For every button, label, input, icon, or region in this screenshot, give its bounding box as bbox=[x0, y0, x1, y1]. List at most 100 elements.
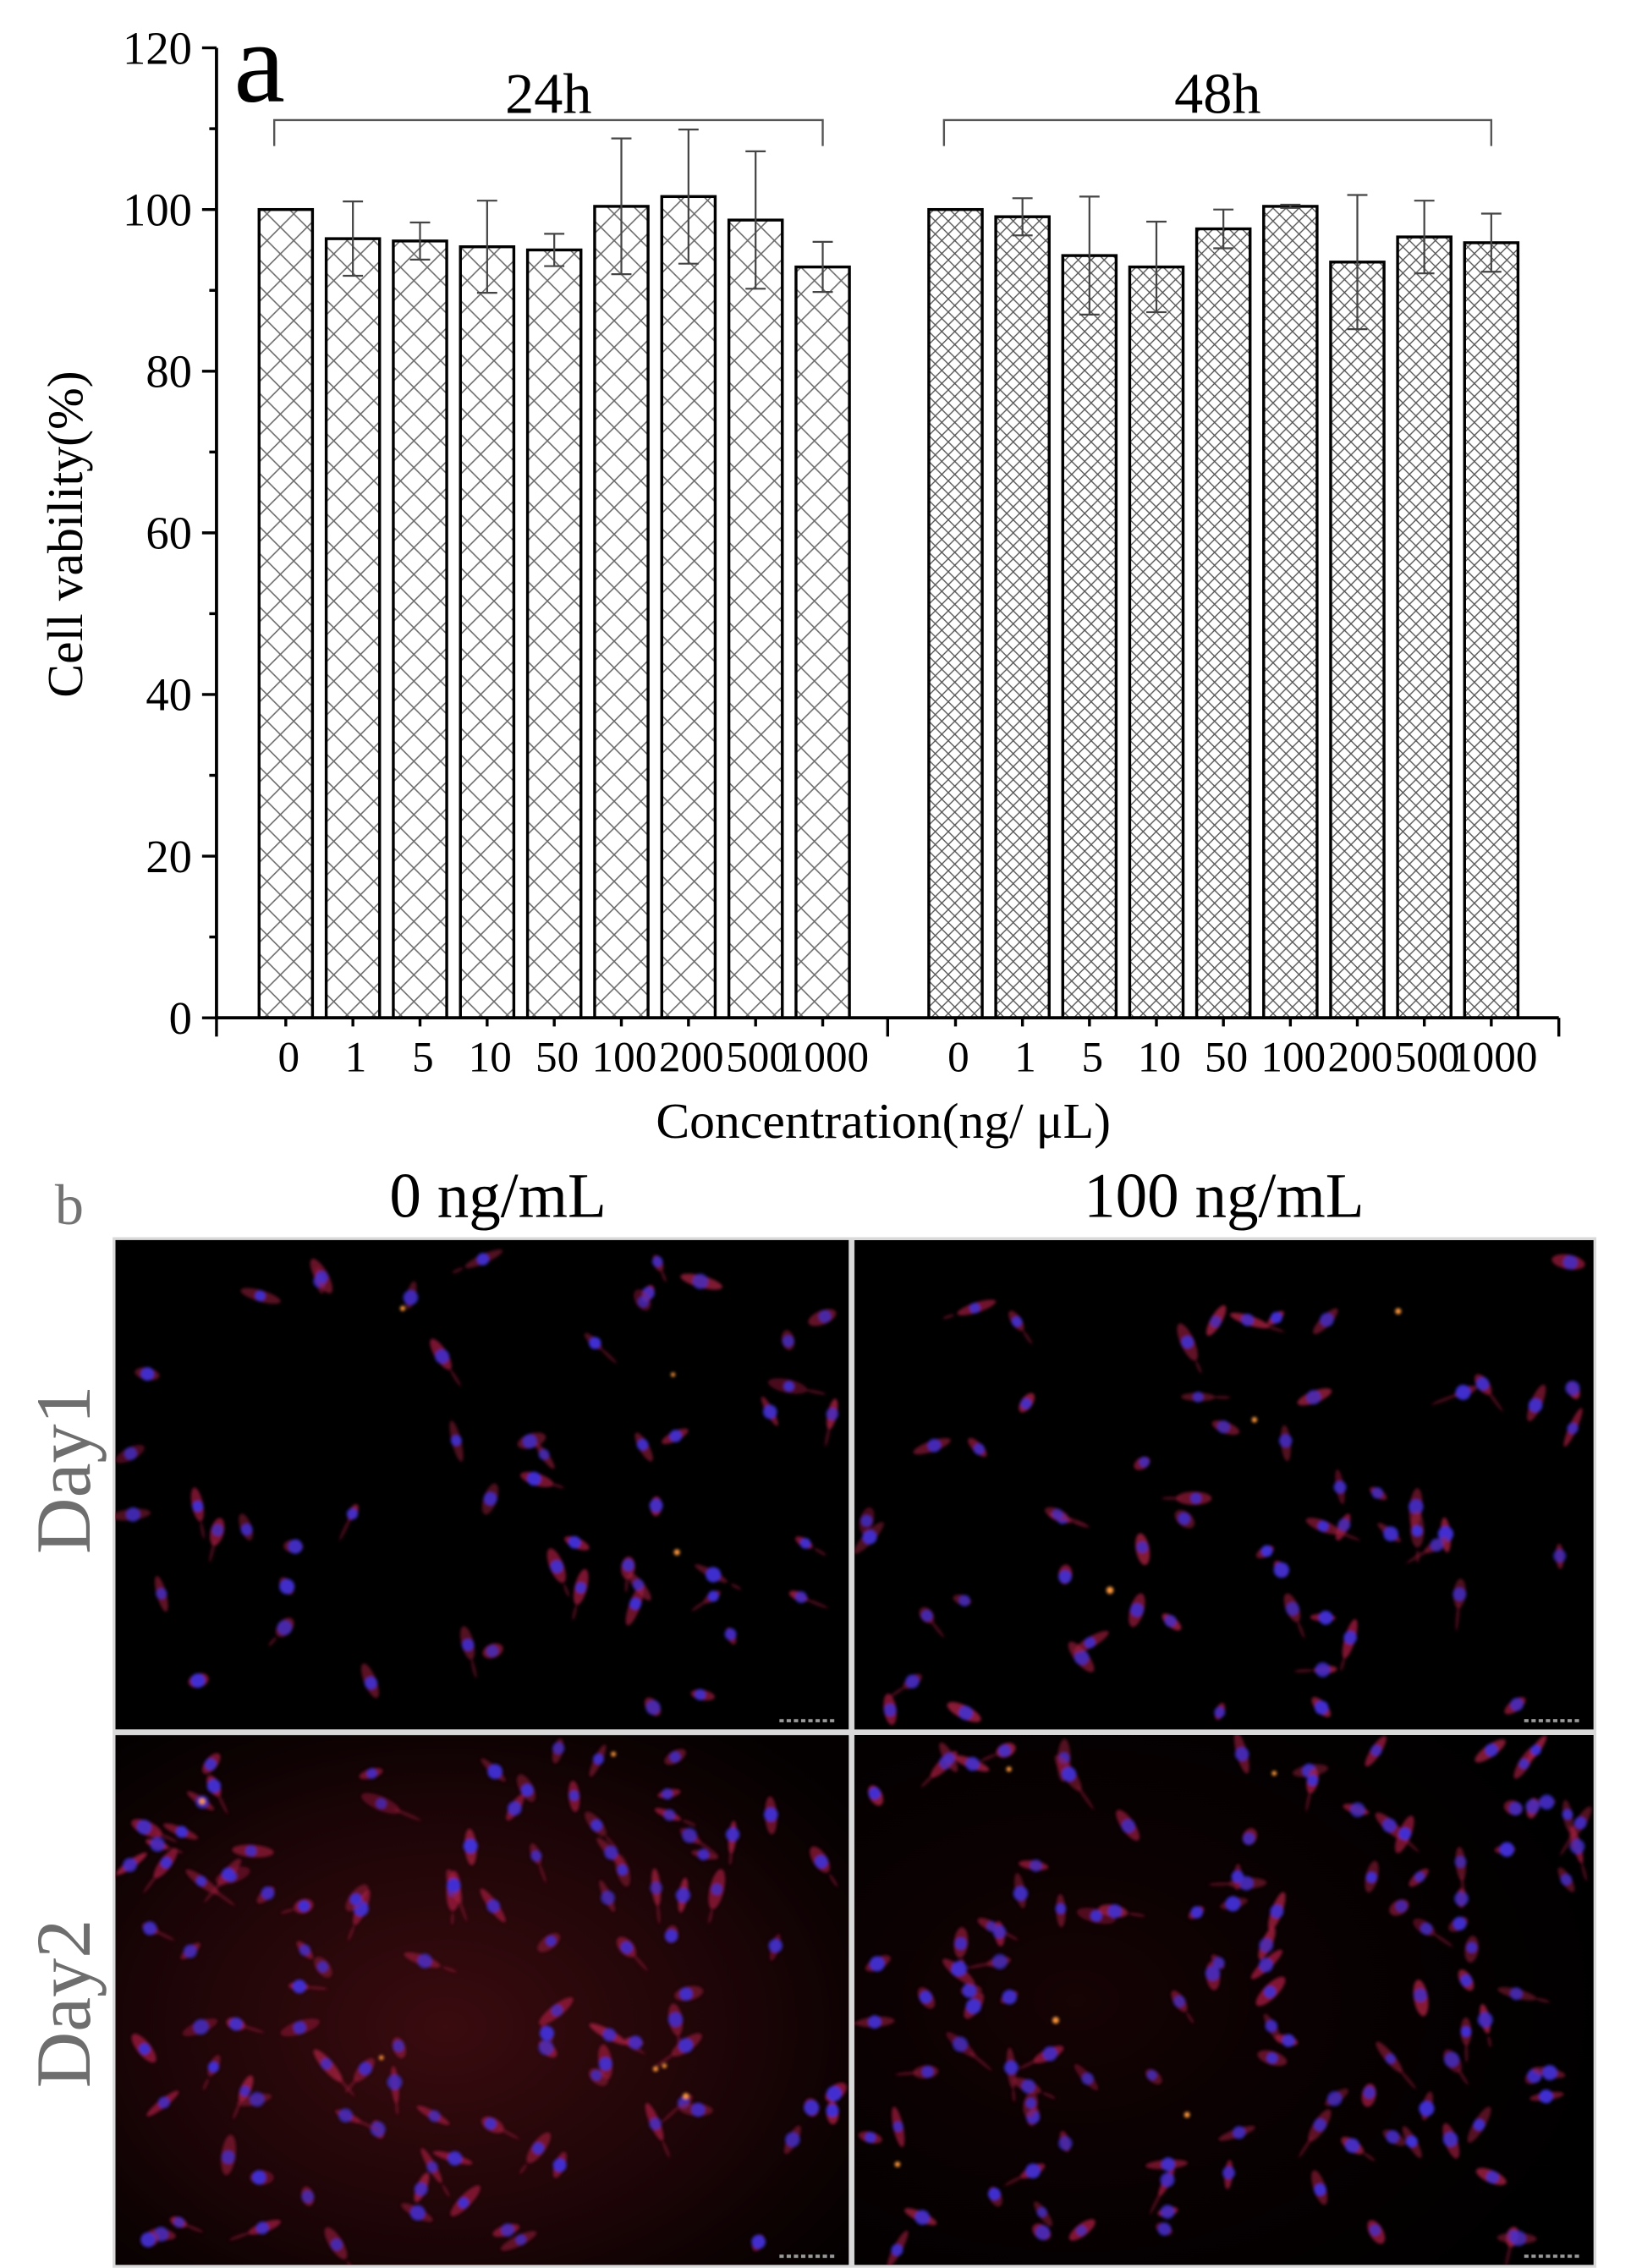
cell bbox=[564, 1535, 590, 1551]
cell bbox=[917, 1987, 936, 2009]
cell bbox=[826, 2101, 839, 2125]
cell bbox=[537, 1933, 561, 1952]
column-label-100ng: 100 ng/mL bbox=[1084, 1161, 1365, 1232]
cell bbox=[1453, 1579, 1467, 1632]
fluorescent-speck bbox=[673, 1549, 680, 1556]
cell bbox=[1365, 1860, 1379, 1893]
cell bbox=[546, 1548, 570, 1597]
cell bbox=[987, 2186, 1002, 2207]
cells bbox=[115, 1738, 847, 2265]
cell bbox=[403, 1281, 419, 1310]
cell bbox=[226, 2017, 265, 2034]
cell bbox=[310, 1258, 333, 1293]
error-bars bbox=[343, 128, 1502, 331]
cell bbox=[115, 1852, 147, 1886]
cell bbox=[1341, 2136, 1376, 2161]
cell bbox=[634, 1289, 651, 1311]
cell bbox=[1343, 1802, 1370, 1818]
cell bbox=[404, 1952, 458, 1973]
cell bbox=[1297, 1388, 1332, 1406]
cell bbox=[1073, 1630, 1109, 1653]
row-label-day1: Day1 bbox=[20, 1385, 107, 1554]
cell bbox=[953, 1594, 972, 1606]
x-tick-label: 500 bbox=[726, 1033, 791, 1081]
cell bbox=[1003, 2163, 1046, 2187]
cell bbox=[1057, 2130, 1073, 2152]
bar-48h-50 bbox=[1194, 227, 1252, 1019]
cell bbox=[645, 2102, 671, 2158]
cell bbox=[1058, 1564, 1073, 1584]
cell bbox=[572, 1568, 589, 1621]
cell bbox=[1467, 2106, 1491, 2144]
cell bbox=[240, 1288, 281, 1304]
cell bbox=[1273, 1560, 1289, 1579]
cell bbox=[953, 1755, 990, 1772]
cell bbox=[691, 1590, 721, 1612]
cell bbox=[1377, 1523, 1402, 1543]
cell bbox=[1375, 1812, 1420, 1853]
cell bbox=[1376, 2041, 1417, 2090]
cell bbox=[1257, 2050, 1288, 2067]
cell bbox=[804, 2098, 820, 2117]
error-bar-24h-5 bbox=[409, 221, 431, 261]
cell bbox=[1562, 1799, 1574, 1850]
cell bbox=[724, 1627, 737, 1645]
cell bbox=[1443, 2049, 1469, 2085]
cell bbox=[1497, 1986, 1551, 2003]
cell bbox=[115, 1444, 145, 1463]
cell bbox=[202, 1753, 221, 1774]
cell bbox=[621, 1556, 635, 1593]
red-background-glow bbox=[115, 1735, 849, 2265]
cell bbox=[203, 1859, 242, 1903]
x-tick-label: 1000 bbox=[1451, 1033, 1537, 1081]
bar-48h-5 bbox=[1061, 254, 1118, 1019]
cell bbox=[446, 1869, 468, 1923]
cell bbox=[1361, 2083, 1376, 2107]
cell bbox=[552, 1738, 565, 1764]
group-label-24h: 24h bbox=[505, 61, 591, 125]
cell bbox=[1395, 1815, 1414, 1853]
cell bbox=[180, 1942, 200, 1960]
cell bbox=[324, 2227, 354, 2265]
fluorescent-speck bbox=[671, 1372, 676, 1377]
cell bbox=[628, 1572, 651, 1601]
bar-24h-1000 bbox=[794, 265, 851, 1019]
cell bbox=[1263, 2013, 1282, 2044]
cell bbox=[616, 1936, 649, 1972]
cell bbox=[131, 1819, 178, 1842]
cell bbox=[115, 1507, 151, 1522]
cell bbox=[280, 1898, 314, 1914]
cell bbox=[1255, 1976, 1286, 2007]
cell bbox=[135, 1367, 160, 1381]
cell bbox=[824, 1398, 839, 1447]
cell bbox=[140, 2232, 159, 2248]
y-tick-label: 0 bbox=[169, 992, 192, 1044]
bar-24h-1 bbox=[324, 237, 382, 1019]
cell bbox=[146, 1837, 184, 1853]
cell bbox=[517, 1432, 546, 1449]
cell bbox=[313, 2049, 355, 2097]
error-bar-24h-1 bbox=[343, 200, 364, 277]
cell bbox=[947, 1701, 981, 1722]
cell bbox=[1044, 1507, 1088, 1526]
cell bbox=[1419, 2091, 1435, 2121]
cell bbox=[185, 1869, 236, 1907]
cell bbox=[481, 2116, 520, 2140]
x-tick-label: 200 bbox=[1328, 1033, 1393, 1081]
cell bbox=[539, 2024, 555, 2042]
fluorescent-speck bbox=[199, 1798, 206, 1804]
y-tick-label: 40 bbox=[146, 669, 192, 721]
cell bbox=[450, 2185, 481, 2216]
y-tick-label: 100 bbox=[123, 184, 192, 235]
bar-48h-10 bbox=[1128, 265, 1185, 1019]
bar-24h-100 bbox=[593, 205, 650, 1019]
cell bbox=[795, 1536, 826, 1557]
cell bbox=[401, 2203, 433, 2222]
cell bbox=[1134, 1456, 1150, 1470]
cell bbox=[1532, 1794, 1556, 1810]
cell bbox=[1313, 1308, 1338, 1335]
cell bbox=[690, 1689, 716, 1701]
cell bbox=[808, 1309, 837, 1326]
cell bbox=[1475, 2167, 1507, 2186]
cell bbox=[460, 1626, 477, 1678]
